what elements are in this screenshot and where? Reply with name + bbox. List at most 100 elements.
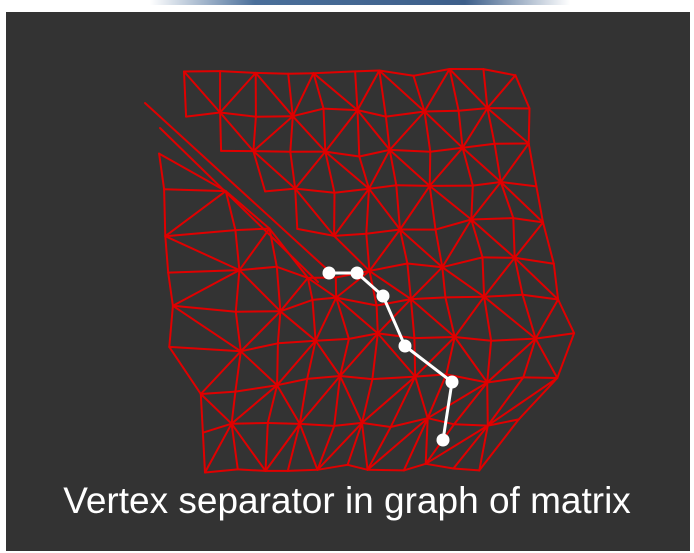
mesh-edge — [298, 422, 336, 427]
mesh-edge — [375, 298, 412, 307]
mesh-edge — [171, 304, 242, 353]
mesh-edge — [279, 310, 317, 342]
mesh-edge — [470, 181, 502, 221]
mesh-edge — [219, 111, 223, 152]
mesh-edge — [239, 342, 279, 353]
mesh-edge — [423, 110, 464, 149]
mesh-edge — [306, 375, 342, 380]
separator-edge — [404, 344, 453, 384]
mesh-edge — [414, 375, 429, 420]
mesh-edge — [264, 187, 297, 193]
mesh-edge — [368, 187, 401, 231]
mesh-edge — [457, 107, 489, 112]
mesh-edge — [354, 70, 359, 112]
mesh-edge — [294, 187, 336, 237]
mesh-edge — [493, 142, 502, 183]
mesh-edge — [490, 337, 537, 342]
mesh-edge — [409, 298, 416, 340]
mesh-edge — [312, 70, 357, 75]
mesh-edge — [486, 381, 489, 427]
mesh-edge — [276, 377, 309, 387]
mesh-edge — [470, 184, 474, 221]
mesh-edge — [483, 295, 493, 342]
mesh-edge — [371, 332, 379, 381]
mesh-edge — [167, 269, 241, 274]
mesh-edge — [354, 69, 381, 73]
mesh-edge — [424, 424, 489, 465]
mesh-edge — [483, 293, 524, 298]
separator-vertex — [445, 375, 459, 389]
mesh-edge — [333, 187, 370, 237]
mesh-edge — [413, 337, 417, 378]
mesh-edge — [168, 345, 242, 353]
mesh-edge — [406, 262, 412, 301]
mesh-edge — [339, 375, 363, 424]
mesh-edge — [276, 339, 317, 345]
mesh-edge — [171, 269, 241, 307]
mesh-edge — [236, 468, 267, 472]
mesh-edge — [513, 256, 524, 296]
mesh-edge — [296, 227, 336, 237]
mesh-edge — [556, 332, 576, 379]
mesh-edge — [414, 336, 456, 378]
mesh-edge — [457, 109, 464, 149]
mesh-graph — [144, 68, 576, 474]
mesh-edge — [453, 336, 493, 342]
mesh-edge — [412, 74, 426, 113]
mesh-edge — [286, 422, 301, 472]
mesh-edge — [230, 422, 269, 425]
mesh-edge — [224, 190, 271, 230]
mesh-edge — [512, 217, 516, 259]
separator-vertex — [322, 266, 336, 280]
mesh-edge — [333, 232, 368, 237]
mesh-edge — [365, 232, 371, 272]
mesh-edge — [291, 72, 315, 118]
mesh-edge — [499, 181, 544, 224]
mesh-edge — [482, 68, 517, 77]
separator-vertex — [398, 339, 412, 353]
mesh-edge — [486, 377, 559, 427]
mesh-edge — [314, 296, 338, 342]
mesh-edge — [289, 150, 297, 190]
mesh-edge — [219, 71, 257, 114]
mesh-edge — [486, 337, 537, 384]
mesh-edge — [234, 384, 279, 393]
mesh-edge — [311, 296, 338, 301]
mesh-edge — [499, 181, 515, 220]
mesh-edge — [388, 148, 432, 153]
mesh-edge — [224, 190, 237, 232]
mesh-edge — [324, 150, 370, 190]
mesh-edge — [316, 421, 363, 471]
mesh-edge — [441, 218, 473, 269]
mesh-edge — [517, 377, 559, 421]
mesh-edge — [230, 422, 239, 471]
mesh-edge — [199, 390, 237, 395]
mesh-edge — [428, 184, 437, 231]
mesh-edge — [395, 184, 431, 187]
mesh-edge — [347, 332, 379, 340]
mesh-edge — [399, 228, 444, 269]
mesh-edge — [429, 146, 464, 153]
vertex-separator — [322, 266, 459, 447]
mesh-edge — [423, 110, 432, 153]
mesh-edge — [199, 393, 233, 425]
mesh-edge — [368, 269, 412, 301]
mesh-edge — [486, 107, 530, 145]
mesh-edge — [376, 332, 417, 378]
mesh-edge — [199, 350, 242, 395]
mesh-edge — [368, 148, 391, 190]
mesh-edge — [402, 417, 429, 472]
mesh-edge — [238, 227, 271, 272]
mesh-edge — [535, 185, 544, 224]
mesh-edge — [335, 296, 379, 335]
mesh-edge — [486, 376, 525, 384]
mesh-edge — [275, 265, 309, 279]
mesh-edge — [365, 187, 370, 235]
mesh-edge — [428, 146, 464, 187]
mesh-edge — [163, 188, 167, 238]
mesh-edge — [358, 148, 391, 158]
mesh-edge — [483, 295, 537, 340]
mesh-edge — [333, 375, 342, 427]
mesh-edge — [234, 310, 242, 353]
mesh-edge — [167, 271, 174, 307]
